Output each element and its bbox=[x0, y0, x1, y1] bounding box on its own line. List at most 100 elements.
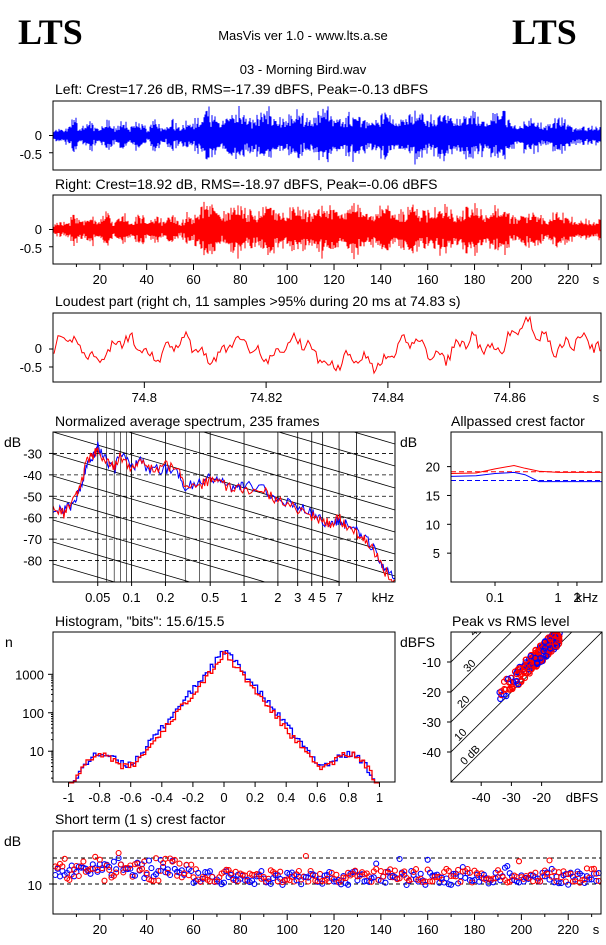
scatter-point bbox=[541, 644, 549, 652]
scatter-point bbox=[305, 878, 312, 885]
scatter-point bbox=[277, 868, 284, 875]
scatter-point bbox=[593, 877, 600, 884]
scatter-point bbox=[513, 670, 521, 678]
scatter-point bbox=[267, 880, 274, 887]
scatter-point bbox=[167, 871, 174, 879]
y-tick-label: 5 bbox=[433, 546, 440, 561]
x-tick-label: 60 bbox=[186, 922, 200, 937]
scatter-point bbox=[565, 881, 572, 888]
x-tick-label: 1 bbox=[240, 590, 247, 605]
scatter-point bbox=[145, 857, 153, 864]
scatter-point bbox=[464, 870, 471, 877]
x-tick-label: 1 bbox=[376, 790, 383, 805]
x-tick-label: 100 bbox=[276, 272, 298, 287]
y-tick-label: 0 bbox=[35, 222, 42, 237]
scatter-point bbox=[115, 849, 122, 857]
diagonal-label: 10 bbox=[452, 727, 469, 744]
scatter-point bbox=[171, 856, 178, 863]
y-tick-label: 0 bbox=[35, 341, 42, 356]
slope-reference-line bbox=[53, 453, 395, 555]
scatter-point bbox=[513, 677, 520, 685]
y-tick-label: -0.5 bbox=[20, 360, 42, 375]
x-tick-label: 2 bbox=[274, 590, 281, 605]
slope-reference-line bbox=[53, 652, 395, 752]
histogram-plot bbox=[68, 649, 380, 784]
app-title: MasVis ver 1.0 - www.lts.a.se bbox=[218, 28, 388, 43]
left-series-waveform bbox=[53, 106, 601, 165]
x-tick-label: 74.86 bbox=[493, 390, 526, 405]
peak-rms-inner: 40 30 20 100 dB bbox=[451, 632, 602, 782]
scatter-point bbox=[546, 857, 553, 864]
x-tick-label: 80 bbox=[233, 272, 247, 287]
x-tick-label: 0.2 bbox=[156, 590, 174, 605]
y-tick-label: -30 bbox=[23, 446, 42, 461]
scatter-point bbox=[424, 856, 431, 863]
y-tick-label: 20 bbox=[426, 460, 440, 475]
loudest-part-frame bbox=[52, 312, 602, 383]
x-tick-label: 160 bbox=[417, 272, 439, 287]
scatter-point bbox=[581, 879, 588, 887]
scatter-point bbox=[506, 686, 513, 693]
diagonal-label: 30 bbox=[461, 658, 478, 675]
y-axis-label: dB bbox=[400, 434, 417, 450]
scatter-point bbox=[101, 877, 108, 884]
x-tick-label: 1 bbox=[554, 590, 561, 605]
right-series-line bbox=[450, 464, 602, 474]
scatter-point bbox=[195, 869, 202, 876]
x-axis-unit: s bbox=[593, 390, 600, 405]
allpassed-crest-title: Allpassed crest factor bbox=[451, 413, 585, 429]
left-waveform-frame bbox=[52, 100, 602, 171]
right-series-waveform bbox=[53, 201, 601, 260]
y-tick-label: -60 bbox=[23, 511, 42, 526]
x-tick-label: 20 bbox=[93, 922, 107, 937]
scatter-point bbox=[537, 878, 544, 885]
scatter-point bbox=[251, 880, 258, 888]
y-tick-label: -0.5 bbox=[20, 147, 42, 162]
scatter-point bbox=[503, 692, 510, 700]
slope-reference-line bbox=[53, 630, 395, 730]
x-tick-label: 40 bbox=[139, 922, 153, 937]
scatter-point bbox=[522, 656, 530, 664]
x-tick-label: 180 bbox=[464, 922, 486, 937]
scatter-point bbox=[521, 668, 528, 676]
short-term-crest-plot bbox=[49, 849, 602, 889]
x-tick-label: -0.2 bbox=[182, 790, 204, 805]
scatter-point bbox=[540, 647, 547, 655]
y-tick-label: -40 bbox=[23, 468, 42, 483]
scatter-point bbox=[586, 876, 593, 883]
scatter-point bbox=[412, 866, 420, 873]
scatter-point bbox=[272, 872, 279, 879]
x-tick-label: 120 bbox=[323, 272, 345, 287]
scatter-point bbox=[342, 875, 349, 882]
scatter-point bbox=[352, 867, 359, 874]
x-tick-label: 0.5 bbox=[201, 590, 219, 605]
y-tick-label: -80 bbox=[23, 554, 42, 569]
x-tick-label: 160 bbox=[417, 922, 439, 937]
scatter-point bbox=[302, 874, 309, 881]
x-tick-label: 7 bbox=[335, 590, 342, 605]
scatter-point bbox=[66, 876, 73, 883]
x-tick-label: 0.1 bbox=[486, 590, 504, 605]
y-tick-label: 10 bbox=[30, 744, 44, 759]
x-tick-label: 0.6 bbox=[308, 790, 326, 805]
scatter-point bbox=[373, 860, 380, 867]
x-tick-label: 80 bbox=[233, 922, 247, 937]
right-waveform-title: Right: Crest=18.92 dB, RMS=-18.97 dBFS, … bbox=[55, 176, 437, 192]
scatter-point bbox=[373, 865, 380, 872]
loudest-part-panel: Loudest part (right ch, 11 samples >95% … bbox=[20, 293, 602, 405]
scatter-point bbox=[75, 872, 82, 880]
y-tick-label: -40 bbox=[422, 745, 441, 760]
scatter-point bbox=[176, 860, 183, 867]
scatter-point bbox=[552, 642, 559, 650]
x-tick-label: -0.4 bbox=[151, 790, 173, 805]
scatter-point bbox=[515, 858, 523, 865]
scatter-point bbox=[131, 872, 139, 879]
x-tick-label: 0 bbox=[220, 790, 227, 805]
crest-diagonal bbox=[451, 632, 573, 753]
scatter-point bbox=[497, 695, 504, 703]
left-series-line bbox=[450, 471, 602, 483]
left-waveform-plot bbox=[49, 106, 601, 165]
scatter-point bbox=[554, 632, 562, 639]
scatter-point bbox=[295, 867, 302, 875]
